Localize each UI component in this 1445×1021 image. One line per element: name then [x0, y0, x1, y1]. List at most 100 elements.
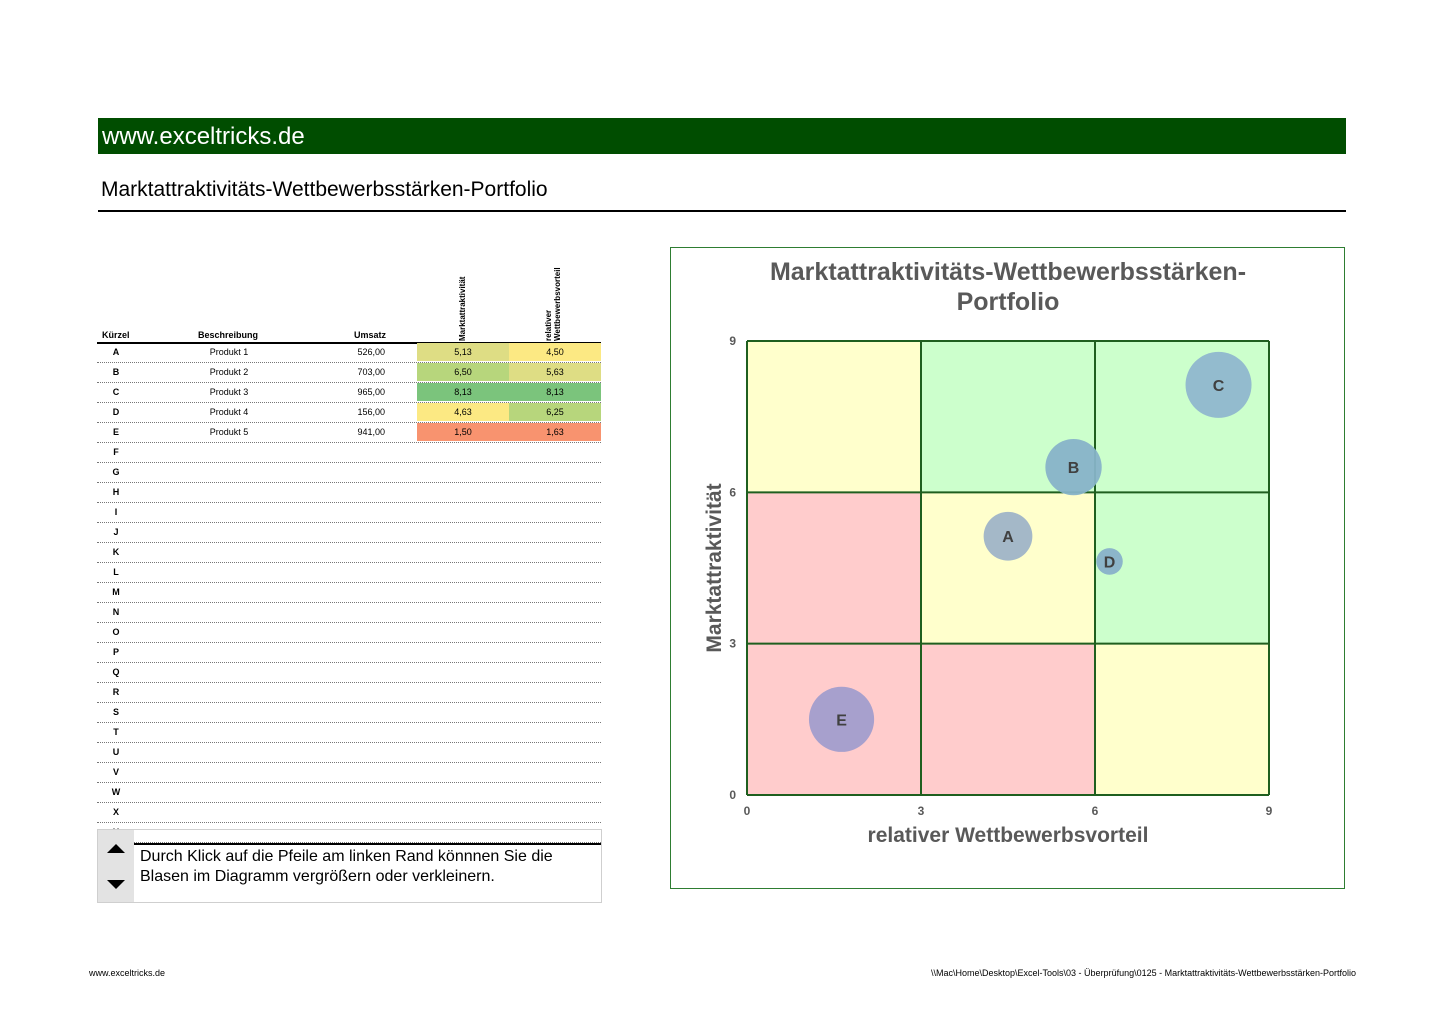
beschreibung-cell: Produkt 1: [209, 347, 249, 357]
wettbewerbsvorteil-cell: [509, 563, 601, 581]
title-divider: [98, 210, 1346, 212]
wettbewerbsvorteil-cell: [509, 623, 601, 641]
umsatz-cell: [337, 703, 385, 721]
wettbewerbsvorteil-cell: [509, 443, 601, 461]
marktattraktivitaet-cell: [417, 723, 509, 741]
bubble-label: B: [1068, 460, 1080, 477]
umsatz-cell: [337, 743, 385, 761]
marktattraktivitaet-cell: [417, 643, 509, 661]
kuerzel-cell: S: [112, 707, 119, 717]
zone-red: [921, 643, 1095, 795]
wettbewerbsvorteil-cell: [509, 763, 601, 781]
wettbewerbsvorteil-cell: [509, 543, 601, 561]
table-row: U: [97, 743, 601, 763]
kuerzel-cell: U: [112, 747, 120, 757]
kuerzel-cell: V: [112, 767, 119, 777]
kuerzel-cell: P: [112, 647, 119, 657]
site-name: www.exceltricks.de: [102, 123, 305, 150]
umsatz-cell: [337, 463, 385, 481]
beschreibung-cell: Produkt 3: [209, 387, 249, 397]
bubble-e: [808, 686, 875, 752]
wettbewerbsvorteil-cell: 4,50: [509, 343, 601, 361]
bubble-a: [983, 511, 1033, 561]
kuerzel-cell: G: [112, 467, 120, 477]
beschreibung-cell: [177, 563, 281, 581]
kuerzel-cell: Q: [112, 667, 120, 677]
wettbewerbsvorteil-cell: [509, 803, 601, 821]
umsatz-cell: [337, 683, 385, 701]
table-row: V: [97, 763, 601, 783]
footer-path: \\Mac\Home\Desktop\Excel-Tools\03 - Über…: [931, 968, 1356, 978]
kuerzel-cell: O: [112, 627, 120, 637]
beschreibung-cell: Produkt 5: [209, 427, 249, 437]
kuerzel-cell: W: [111, 787, 121, 797]
umsatz-cell: [337, 623, 385, 641]
wettbewerbsvorteil-cell: [509, 783, 601, 801]
bubble-label: E: [836, 712, 847, 729]
kuerzel-cell: E: [112, 427, 119, 437]
marktattraktivitaet-cell: [417, 623, 509, 641]
kuerzel-cell: H: [112, 487, 120, 497]
marktattraktivitaet-cell: [417, 463, 509, 481]
table-body: A Produkt 1 526,00 5,13 4,50 B Produkt 2 703,00…: [97, 343, 601, 845]
table-row: H: [97, 483, 601, 503]
marktattraktivitaet-cell: 6,50: [417, 363, 509, 381]
beschreibung-cell: [177, 643, 281, 661]
marktattraktivitaet-cell: [417, 743, 509, 761]
bubble-label: A: [1002, 529, 1014, 546]
header-beschreibung: Beschreibung: [198, 330, 259, 340]
kuerzel-cell: R: [112, 687, 120, 697]
zone-green: [1095, 492, 1269, 644]
umsatz-cell: [337, 483, 385, 501]
header-marktattraktivitaet: Marktattraktivität: [458, 276, 467, 341]
zone-red: [747, 492, 921, 644]
beschreibung-cell: [177, 443, 281, 461]
beschreibung-cell: [177, 683, 281, 701]
marktattraktivitaet-cell: [417, 503, 509, 521]
umsatz-cell: [337, 583, 385, 601]
site-banner: www.exceltricks.de: [98, 118, 1346, 154]
table-row: P: [97, 643, 601, 663]
wettbewerbsvorteil-cell: 8,13: [509, 383, 601, 401]
table-row: J: [97, 523, 601, 543]
umsatz-cell: [337, 723, 385, 741]
chart-title: Marktattraktivitäts-Wettbewerbsstärken-: [770, 258, 1246, 286]
beschreibung-cell: [177, 623, 281, 641]
arrow-up-icon[interactable]: [107, 844, 125, 853]
marktattraktivitaet-cell: [417, 703, 509, 721]
portfolio-chart: Marktattraktivitäts-Wettbewerbsstärken- P…: [670, 247, 1345, 889]
table-row: I: [97, 503, 601, 523]
x-tick-label: 3: [918, 804, 925, 818]
table-row: N: [97, 603, 601, 623]
marktattraktivitaet-cell: [417, 523, 509, 541]
beschreibung-cell: [177, 783, 281, 801]
wettbewerbsvorteil-cell: [509, 523, 601, 541]
table-header: Kürzel Beschreibung Umsatz Marktattrakti…: [97, 247, 601, 344]
arrow-down-icon[interactable]: [107, 880, 125, 889]
kuerzel-cell: B: [112, 367, 120, 377]
x-tick-label: 0: [744, 804, 751, 818]
chart-svg: Marktattraktivitäts-Wettbewerbsstärken-P…: [703, 258, 1273, 847]
kuerzel-cell: K: [112, 547, 120, 557]
bubble-b: [1045, 438, 1102, 496]
beschreibung-cell: [177, 583, 281, 601]
kuerzel-cell: A: [112, 347, 120, 357]
beschreibung-cell: Produkt 2: [209, 367, 249, 377]
marktattraktivitaet-cell: [417, 543, 509, 561]
table-row: A Produkt 1 526,00 5,13 4,50: [97, 343, 601, 363]
beschreibung-cell: [177, 483, 281, 501]
marktattraktivitaet-cell: [417, 783, 509, 801]
table-row: R: [97, 683, 601, 703]
y-tick-label: 0: [729, 788, 736, 802]
kuerzel-cell: F: [113, 447, 119, 457]
beschreibung-cell: [177, 723, 281, 741]
y-axis-label: Marktattraktivität: [703, 483, 726, 652]
table-row: M: [97, 583, 601, 603]
marktattraktivitaet-cell: 4,63: [417, 403, 509, 421]
table-row: S: [97, 703, 601, 723]
umsatz-cell: 526,00: [357, 347, 385, 357]
marktattraktivitaet-cell: 1,50: [417, 423, 509, 441]
wettbewerbsvorteil-cell: 1,63: [509, 423, 601, 441]
beschreibung-cell: [177, 543, 281, 561]
hint-box: Durch Klick auf die Pfeile am linken Ran…: [97, 829, 602, 903]
